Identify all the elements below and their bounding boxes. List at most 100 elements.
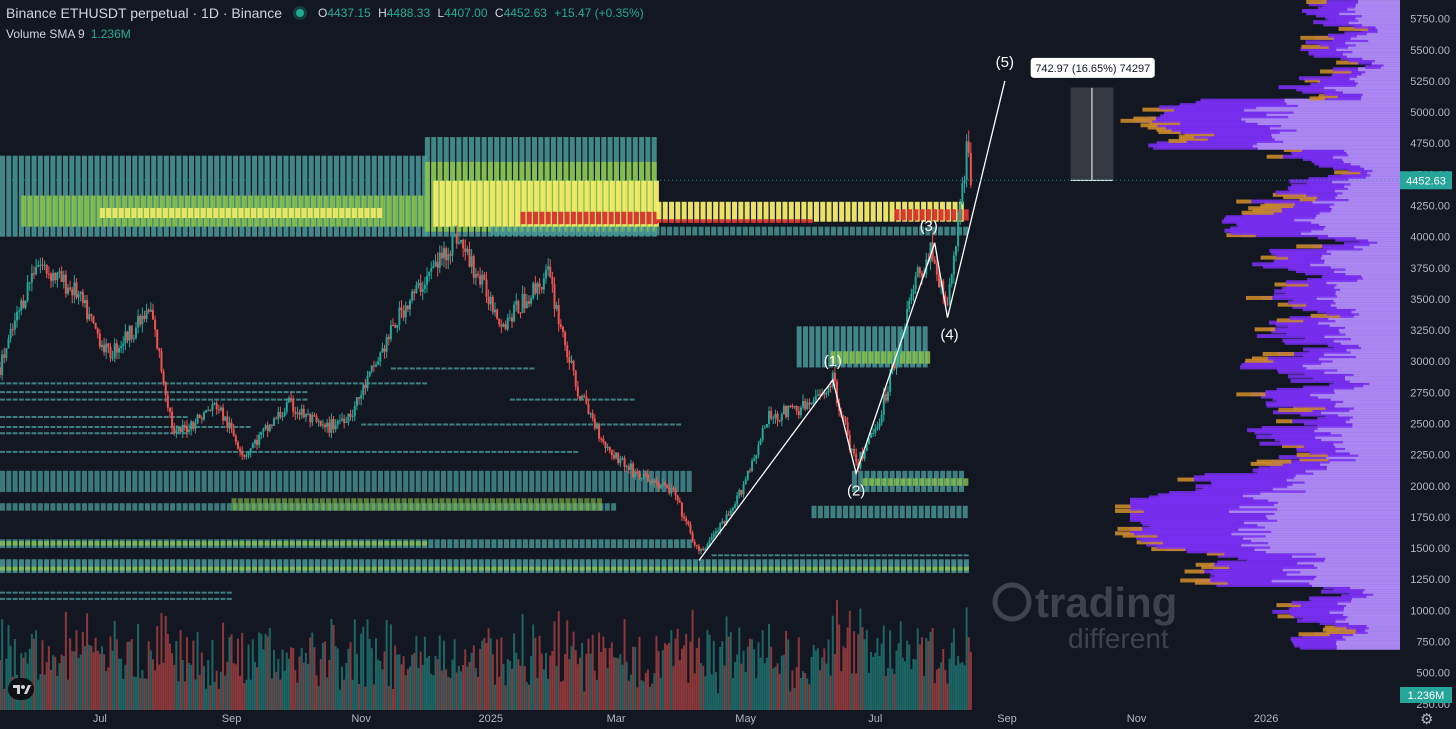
- zone-teal: [459, 470, 465, 493]
- candle-body: [627, 466, 630, 470]
- zone-green: [107, 541, 113, 546]
- candle-body: [576, 386, 579, 397]
- profile-bar-value-area: [1355, 457, 1400, 462]
- zone-teal: [415, 559, 421, 573]
- profile-bar-value-area: [1286, 100, 1400, 105]
- zone-strip: [415, 450, 421, 453]
- zone-green: [411, 195, 417, 227]
- profile-bar: [1210, 576, 1400, 581]
- zone-teal: [245, 470, 251, 493]
- time-axis[interactable]: Jul Sep Nov 2025 Mar May Jul Sep Nov 2026: [93, 713, 1279, 725]
- zone-green: [711, 566, 717, 571]
- zone-strip: [220, 426, 226, 428]
- candle-body: [11, 329, 14, 331]
- zone-strip: [6, 398, 12, 401]
- zone-strip: [264, 391, 270, 394]
- zone-green: [239, 541, 245, 546]
- candle-body: [32, 273, 35, 275]
- zone-teal: [529, 539, 535, 549]
- zone-teal: [956, 226, 962, 236]
- zone-green: [863, 566, 869, 571]
- zone-teal: [680, 559, 686, 573]
- zone-strip: [566, 398, 572, 401]
- volume-bar: [115, 639, 118, 710]
- volume-bar: [598, 632, 601, 710]
- volume-bar: [770, 646, 773, 710]
- symbol-title[interactable]: Binance ETHUSDT perpetual · 1D · Binance: [6, 5, 282, 21]
- candle-body: [942, 280, 945, 296]
- candle-body: [128, 325, 131, 341]
- zone-strip: [604, 398, 610, 401]
- zone-strip: [50, 416, 56, 419]
- zone-strip: [138, 398, 144, 401]
- indicator-legend[interactable]: Volume SMA 9 1.236M: [6, 27, 131, 41]
- zone-strip: [119, 391, 125, 394]
- zone-strip: [151, 597, 157, 600]
- zone-teal: [862, 226, 868, 236]
- zone-strip: [384, 450, 390, 453]
- zone-strip: [113, 450, 119, 453]
- zone-green: [405, 195, 411, 227]
- volume-bar: [925, 638, 928, 710]
- zone-strip: [327, 450, 333, 453]
- zone-teal: [0, 503, 5, 511]
- candle-body: [18, 310, 21, 312]
- tradingview-logo-icon[interactable]: [8, 678, 34, 700]
- zone-teal: [686, 226, 692, 236]
- zone-teal: [144, 470, 150, 493]
- price-tick-label: 2750.00: [1410, 387, 1450, 399]
- profile-bar-value-area: [1332, 358, 1400, 363]
- zone-red: [558, 211, 564, 225]
- zone-green: [159, 195, 165, 227]
- profile-bar-value-area: [1323, 226, 1400, 231]
- volume-bar: [763, 663, 766, 710]
- zone-green: [226, 541, 232, 546]
- zone-red: [951, 209, 957, 221]
- profile-bar-value-area: [1333, 387, 1400, 392]
- zone-teal: [853, 326, 859, 368]
- zone-strip: [632, 423, 638, 426]
- zone-teal: [396, 470, 402, 493]
- zone-teal: [674, 559, 680, 573]
- zone-strip: [107, 391, 113, 394]
- zone-strip: [132, 382, 138, 385]
- profile-bar-sell: [1293, 405, 1326, 410]
- zone-green: [338, 498, 344, 511]
- zone-teal: [113, 559, 119, 573]
- zone-strip: [277, 391, 283, 394]
- profile-bar: [1293, 408, 1400, 413]
- zone-green: [296, 566, 302, 571]
- zone-strip: [466, 450, 472, 453]
- volume-bar: [105, 671, 108, 710]
- zone-strip: [94, 391, 100, 394]
- profile-bar-sell: [1338, 26, 1369, 31]
- profile-bar-sell: [1300, 35, 1334, 40]
- zone-teal: [100, 470, 106, 493]
- volume-bar: [933, 683, 936, 710]
- zone-green: [138, 566, 144, 571]
- profile-bar: [1271, 432, 1400, 437]
- zone-teal: [434, 470, 440, 493]
- zone-green: [313, 498, 319, 511]
- zone-teal: [636, 539, 642, 549]
- profile-bar: [1254, 430, 1400, 435]
- profile-bar: [1265, 401, 1400, 406]
- zone-strip: [0, 426, 5, 428]
- candle-body: [387, 337, 390, 340]
- profile-bar-value-area: [1352, 423, 1400, 428]
- profile-bar-value-area: [1352, 414, 1400, 419]
- zone-yellow: [719, 201, 725, 222]
- zone-teal: [522, 226, 528, 236]
- zone-strip: [138, 591, 144, 594]
- gear-icon[interactable]: ⚙: [1420, 711, 1434, 728]
- volume-bar: [175, 640, 178, 710]
- candle-body: [489, 296, 492, 305]
- zone-teal: [245, 559, 251, 573]
- zone-strip: [201, 398, 207, 401]
- volume-bar: [700, 663, 703, 710]
- volume-bar: [496, 639, 499, 710]
- zone-strip: [283, 398, 289, 401]
- profile-bar-value-area: [1265, 533, 1400, 538]
